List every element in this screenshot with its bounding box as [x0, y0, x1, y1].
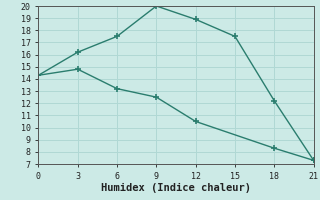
- X-axis label: Humidex (Indice chaleur): Humidex (Indice chaleur): [101, 183, 251, 193]
